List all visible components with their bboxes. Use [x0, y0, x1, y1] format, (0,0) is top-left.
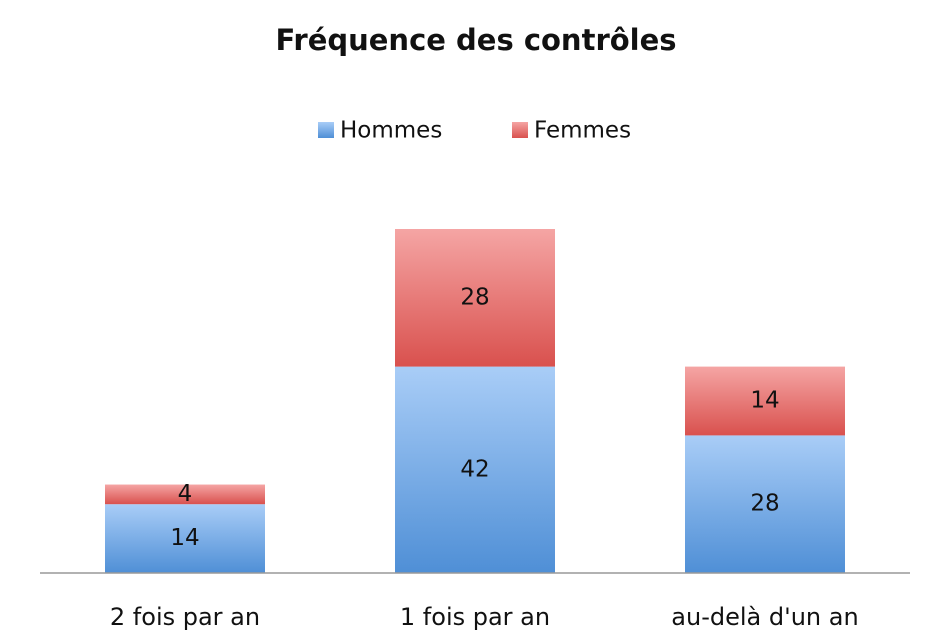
bar-segment: [395, 229, 555, 367]
data-label: 14: [750, 388, 779, 414]
data-label: 42: [460, 456, 489, 482]
legend-swatch: [512, 122, 528, 138]
data-label: 14: [170, 525, 199, 551]
bar-segment: [105, 504, 265, 573]
chart-title: Fréquence des contrôles: [275, 23, 676, 57]
legend-label: Femmes: [534, 118, 631, 144]
bar-segment: [685, 366, 845, 436]
data-label: 4: [178, 481, 193, 507]
data-label: 28: [460, 284, 489, 310]
legend-label: Hommes: [340, 118, 442, 144]
data-label: 28: [750, 491, 779, 517]
legend-swatch: [318, 122, 334, 138]
bar-segment: [685, 435, 845, 573]
x-tick-label: 1 fois par an: [400, 603, 550, 631]
x-tick-label: 2 fois par an: [110, 603, 260, 631]
bar-segment: [395, 366, 555, 573]
bar-segment: [105, 484, 265, 505]
x-tick-label: au-delà d'un an: [671, 603, 858, 631]
